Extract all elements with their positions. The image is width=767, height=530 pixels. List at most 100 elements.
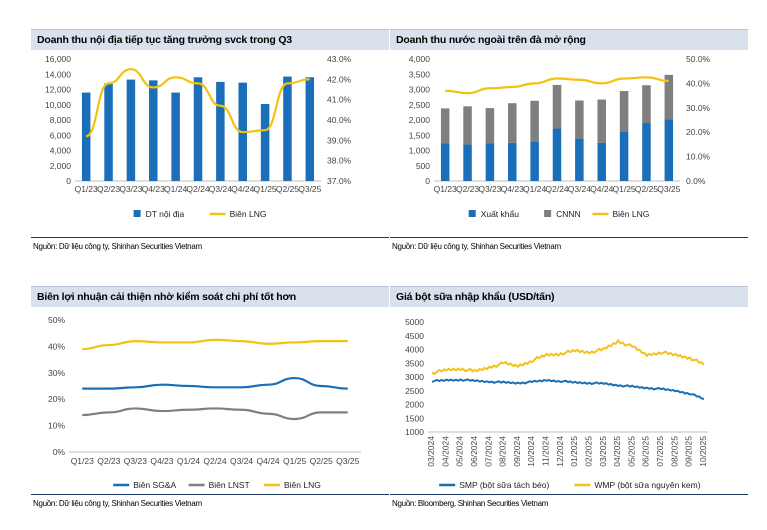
x-tick-label: 07/2024 xyxy=(483,436,493,467)
bar-xuất-khẩu xyxy=(463,144,472,181)
series-line-bien-lng xyxy=(85,68,310,138)
x-tick-label: Q1/23 xyxy=(75,184,98,194)
y-tick-label: 0% xyxy=(53,447,66,457)
bar-xuất-khẩu xyxy=(485,143,495,181)
source-note: Nguồn: Dữ liệu công ty, Shinhan Securiti… xyxy=(33,499,202,508)
y-tick-label: 1500 xyxy=(405,413,424,423)
y-tick-label: 0 xyxy=(66,176,71,186)
x-tick-label: 03/2024 xyxy=(426,436,436,467)
y-tick-label: 3,000 xyxy=(409,85,431,95)
x-tick-label: Q3/25 xyxy=(336,456,359,466)
x-tick-label: Q3/24 xyxy=(209,184,232,194)
bar-dt-nội-địa xyxy=(283,76,292,181)
x-tick-label: 10/2024 xyxy=(526,436,536,467)
y-tick-label: 500 xyxy=(416,161,430,171)
y-tick-label: 4000 xyxy=(405,345,424,355)
y2-tick-label: 20.0% xyxy=(686,127,711,137)
chart-title: Doanh thu nội địa tiếp tục tăng trưởng s… xyxy=(31,29,389,50)
divider xyxy=(390,494,748,495)
x-tick-label: 05/2024 xyxy=(455,436,465,467)
y-tick-label: 0 xyxy=(425,176,430,186)
x-tick-label: 08/2025 xyxy=(669,436,679,467)
y-tick-label: 12,000 xyxy=(45,85,71,95)
series-line-1 xyxy=(431,338,705,376)
legend-label: CNNN xyxy=(556,209,581,219)
margins-chart: 0% 10% 20% 30% 40% 50% Q1/23 Q2/23 Q3/23 Q4/23 Q1/… xyxy=(48,315,361,490)
x-tick-label: Q2/24 xyxy=(203,456,226,466)
x-tick-label: Q1/24 xyxy=(523,184,546,194)
bar-xuất-khẩu xyxy=(575,138,584,181)
bar-dt-nội-địa xyxy=(149,80,158,181)
divider xyxy=(390,237,748,238)
x-tick-label: 10/2025 xyxy=(698,436,708,467)
legend-swatch xyxy=(133,210,141,217)
x-tick-label: Q1/25 xyxy=(613,184,636,194)
bar-xuất-khẩu xyxy=(530,141,539,181)
legend-label: DT nội địa xyxy=(146,209,185,219)
bar-dt-nội-địa xyxy=(216,81,225,181)
y2-tick-label: 0.0% xyxy=(686,176,706,186)
x-tick-label: 06/2024 xyxy=(469,436,479,467)
y2-tick-label: 42.0% xyxy=(327,74,352,84)
x-tick-label: 09/2024 xyxy=(512,436,522,467)
y-tick-label: 1,500 xyxy=(409,130,431,140)
x-tick-label: Q4/23 xyxy=(142,184,165,194)
x-tick-label: Q1/23 xyxy=(434,184,457,194)
series-line-bien-lng xyxy=(445,76,669,95)
chart-title: Biên lợi nhuận cải thiện nhờ kiểm soát c… xyxy=(31,286,389,307)
x-tick-label: Q2/23 xyxy=(97,184,120,194)
y-tick-label: 3000 xyxy=(405,372,424,382)
bar-cnnn xyxy=(619,91,629,132)
x-tick-label: Q3/23 xyxy=(478,184,501,194)
bar-xuất-khẩu xyxy=(642,123,651,181)
y-tick-label: 3500 xyxy=(405,358,424,368)
bar-cnnn xyxy=(597,99,606,143)
bar-xuất-khẩu xyxy=(508,142,517,181)
bar-cnnn xyxy=(664,74,674,120)
x-tick-label: 11/2024 xyxy=(541,436,551,466)
source-note: Nguồn: Dữ liệu công ty, Shinhan Securiti… xyxy=(33,242,202,251)
bar-xuất-khẩu xyxy=(597,142,606,181)
x-tick-label: 08/2024 xyxy=(498,436,508,467)
y-tick-label: 2,500 xyxy=(409,100,431,110)
bar-dt-nội-địa xyxy=(126,79,136,181)
x-tick-label: 03/2025 xyxy=(598,436,608,467)
y-tick-label: 1000 xyxy=(405,427,424,437)
legend-label: Biên SG&A xyxy=(133,480,176,490)
source-note: Nguồn: Dữ liệu công ty, Shinhan Securiti… xyxy=(392,242,561,251)
x-tick-label: 09/2025 xyxy=(684,436,694,467)
bar-cnnn xyxy=(530,100,539,142)
legend-label: SMP (bột sữa tách béo) xyxy=(459,480,549,490)
y-tick-label: 4,000 xyxy=(50,146,72,156)
y-tick-label: 50% xyxy=(48,315,65,325)
bar-dt-nội-địa xyxy=(193,77,203,181)
panel-margins: Biên lợi nhuận cải thiện nhờ kiểm soát c… xyxy=(31,286,389,508)
bar-dt-nội-địa xyxy=(104,83,113,181)
series-line-1 xyxy=(82,407,348,421)
y-tick-label: 10,000 xyxy=(45,100,71,110)
x-tick-label: Q4/24 xyxy=(590,184,613,194)
series-line-0 xyxy=(82,376,348,390)
y2-tick-label: 30.0% xyxy=(686,103,711,113)
y-tick-label: 10% xyxy=(48,421,65,431)
legend-label: Biên LNG xyxy=(613,209,650,219)
x-tick-label: Q4/23 xyxy=(150,456,173,466)
x-tick-label: 05/2025 xyxy=(626,436,636,467)
y-tick-label: 5000 xyxy=(405,317,424,327)
x-tick-label: 06/2025 xyxy=(641,436,651,467)
y-tick-label: 8,000 xyxy=(50,115,72,125)
x-tick-label: Q4/24 xyxy=(257,456,280,466)
panel-export-revenue: Doanh thu nước ngoài trên đà mở rộng 0 50… xyxy=(390,29,748,251)
domestic-revenue-chart: 0 2,000 4,000 6,000 8,000 10,000 12,000 14,000 1… xyxy=(45,54,352,219)
x-tick-label: Q2/23 xyxy=(456,184,479,194)
legend-label: Biên LNST xyxy=(209,480,250,490)
y2-tick-label: 38.0% xyxy=(327,156,352,166)
x-tick-label: Q1/23 xyxy=(71,456,94,466)
y-tick-label: 16,000 xyxy=(45,54,71,64)
x-tick-label: 04/2024 xyxy=(440,436,450,467)
bar-dt-nội-địa xyxy=(260,103,270,181)
x-tick-label: Q4/23 xyxy=(501,184,524,194)
x-tick-label: 01/2025 xyxy=(569,436,579,467)
y-tick-label: 2,000 xyxy=(50,161,72,171)
x-tick-label: Q3/23 xyxy=(119,184,142,194)
